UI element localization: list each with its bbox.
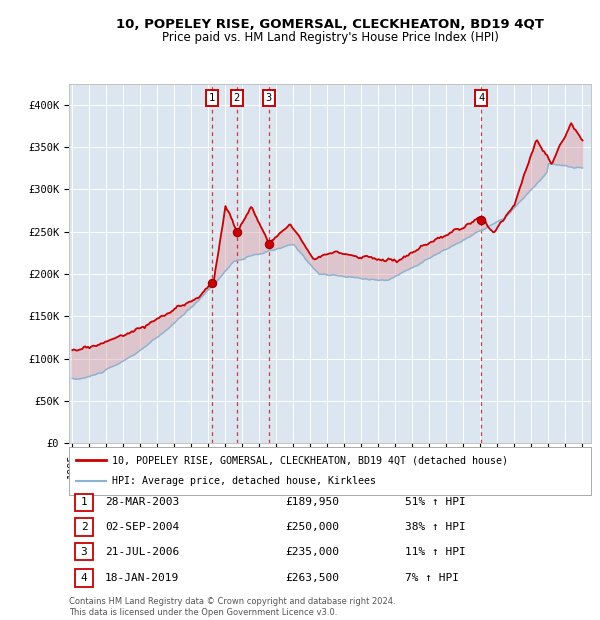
Text: 18-JAN-2019: 18-JAN-2019 xyxy=(105,573,179,583)
Text: 1: 1 xyxy=(209,93,215,103)
Text: £250,000: £250,000 xyxy=(285,522,339,532)
Text: 4: 4 xyxy=(80,573,88,583)
Text: 1: 1 xyxy=(80,497,88,507)
Text: 51% ↑ HPI: 51% ↑ HPI xyxy=(405,497,466,507)
Text: 3: 3 xyxy=(80,547,88,557)
Text: Contains HM Land Registry data © Crown copyright and database right 2024.: Contains HM Land Registry data © Crown c… xyxy=(69,597,395,606)
Text: 10, POPELEY RISE, GOMERSAL, CLECKHEATON, BD19 4QT (detached house): 10, POPELEY RISE, GOMERSAL, CLECKHEATON,… xyxy=(112,455,508,466)
Text: 4: 4 xyxy=(478,93,484,103)
Text: 02-SEP-2004: 02-SEP-2004 xyxy=(105,522,179,532)
Text: 2: 2 xyxy=(80,522,88,532)
Text: 11% ↑ HPI: 11% ↑ HPI xyxy=(405,547,466,557)
Text: 10, POPELEY RISE, GOMERSAL, CLECKHEATON, BD19 4QT: 10, POPELEY RISE, GOMERSAL, CLECKHEATON,… xyxy=(116,18,544,30)
Text: HPI: Average price, detached house, Kirklees: HPI: Average price, detached house, Kirk… xyxy=(112,476,376,487)
Text: 3: 3 xyxy=(266,93,272,103)
Text: 2: 2 xyxy=(233,93,240,103)
Text: Price paid vs. HM Land Registry's House Price Index (HPI): Price paid vs. HM Land Registry's House … xyxy=(161,31,499,43)
Text: 7% ↑ HPI: 7% ↑ HPI xyxy=(405,573,459,583)
Text: 28-MAR-2003: 28-MAR-2003 xyxy=(105,497,179,507)
Text: £189,950: £189,950 xyxy=(285,497,339,507)
Text: 21-JUL-2006: 21-JUL-2006 xyxy=(105,547,179,557)
Text: £235,000: £235,000 xyxy=(285,547,339,557)
Text: This data is licensed under the Open Government Licence v3.0.: This data is licensed under the Open Gov… xyxy=(69,608,337,617)
Text: £263,500: £263,500 xyxy=(285,573,339,583)
Text: 38% ↑ HPI: 38% ↑ HPI xyxy=(405,522,466,532)
